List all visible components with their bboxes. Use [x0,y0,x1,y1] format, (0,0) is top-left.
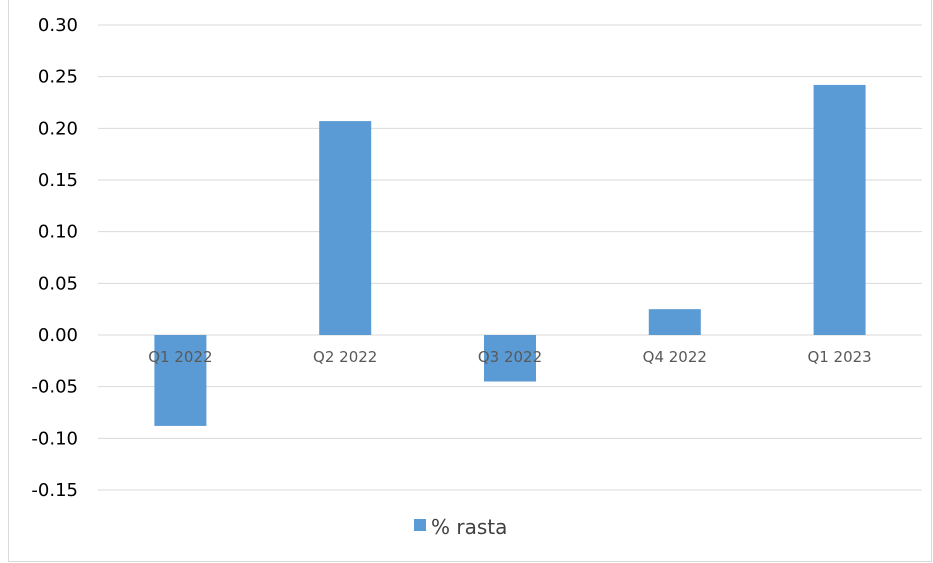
y-tick-label: -0.10 [31,428,78,449]
x-tick-label: Q3 2022 [478,348,542,366]
x-tick-label: Q2 2022 [313,348,377,366]
x-axis-ticks: Q1 2022 Q2 2022 Q3 2022 Q4 2022 Q1 2023 [148,348,871,366]
y-axis-ticks: 0.30 0.25 0.20 0.15 0.10 0.05 0.00 -0.05 -0.10 -0… [31,15,78,501]
y-tick-label: 0.20 [38,118,78,139]
bar [154,335,207,426]
legend-label: % rasta [431,515,507,539]
x-tick-label: Q1 2023 [807,348,871,366]
chart-frame [8,0,932,562]
x-tick-label: Q1 2022 [148,348,212,366]
gridlines [98,24,922,491]
y-tick-label: 0.05 [38,273,78,294]
y-tick-label: -0.15 [31,480,78,501]
bars [154,84,866,426]
y-tick-label: 0.25 [38,67,78,88]
x-tick-label: Q4 2022 [643,348,707,366]
bar [319,121,372,335]
bar [813,84,866,335]
y-tick-label: -0.05 [31,377,78,398]
bar [648,309,701,335]
y-tick-label: 0.30 [38,15,78,36]
y-tick-label: 0.10 [38,222,78,243]
y-tick-label: 0.15 [38,170,78,191]
bar [484,335,536,382]
legend: % rasta [414,515,507,539]
y-tick-label: 0.00 [38,325,78,346]
legend-swatch [414,519,426,531]
